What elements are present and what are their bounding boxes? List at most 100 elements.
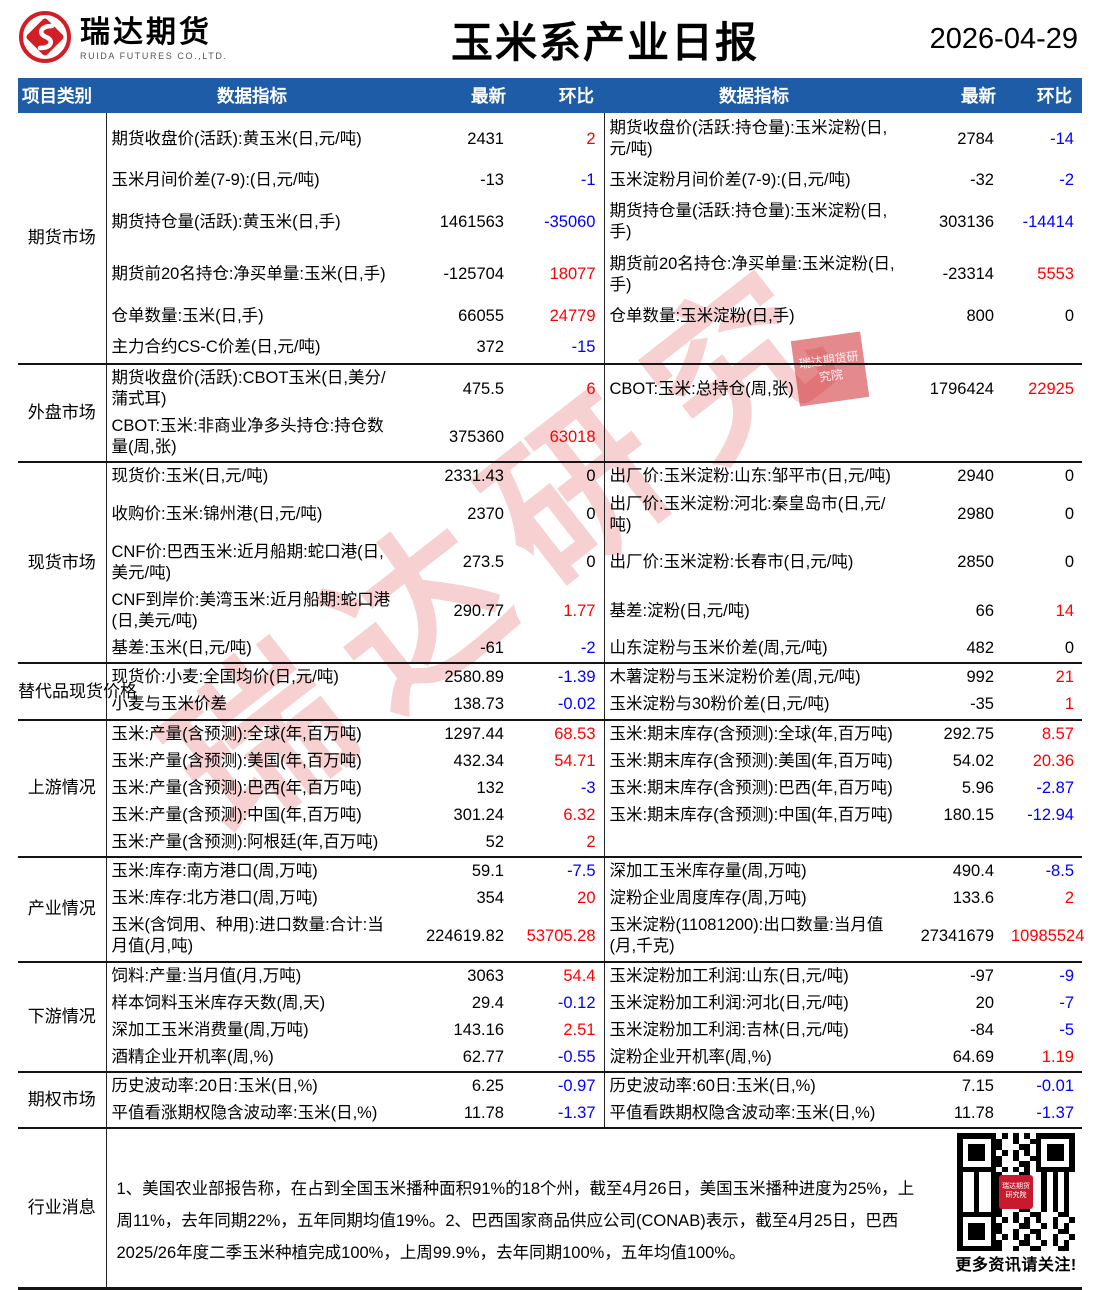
indicator-label: 平值看跌期权隐含波动率:玉米(日,%) <box>609 1104 876 1123</box>
indicator-label: 仓单数量:玉米淀粉(日,手) <box>609 306 795 325</box>
change-value: -14 <box>1050 129 1074 148</box>
change-value: 54.4 <box>516 961 605 990</box>
indicator-label: 基差:玉米(日,元/吨) <box>111 639 252 658</box>
change-value: 18077 <box>516 248 605 301</box>
indicator-label: 玉米:库存:南方港口(周,万吨) <box>111 862 318 881</box>
table-row: 期货市场 期货收盘价(活跃):黄玉米(日,元/吨) 2431 2 期货收盘价(活跃:持仓… <box>18 113 1082 364</box>
table-row: CNF价:巴西玉米:近月船期:蛇口港(日,美元/吨) 273.5 0 出厂价:玉米淀粉… <box>18 538 1082 587</box>
indicator-label: 基差:淀粉(日,元/吨) <box>609 601 750 620</box>
change-value: 6 <box>516 363 605 414</box>
latest-value: -32 <box>970 171 994 190</box>
industry-news-section: 行业消息 1、美国农业部报告称，在占到全国玉米播种面积91%的18个州，截至4月… <box>18 1128 1082 1289</box>
change-value: -14414 <box>1022 212 1074 231</box>
change-value: -2 <box>516 635 605 664</box>
change-value: 8.57 <box>1041 724 1074 743</box>
table-row: 期货前20名持仓:净买单量:玉米(日,手) -125704 18077 期货前20名持… <box>18 248 1082 301</box>
indicator-label: 玉米淀粉加工利润:河北(日,元/吨) <box>609 993 849 1012</box>
change-value: -2.87 <box>1036 778 1074 797</box>
table-row: 主力合约CS-C价差(日,元/吨) 372 -15 <box>18 331 1082 364</box>
latest-value: -23314 <box>942 265 994 284</box>
category-cell: 现货市场 <box>18 462 107 664</box>
latest-value: 303136 <box>938 212 994 231</box>
change-value: 10985524 <box>1011 926 1085 945</box>
change-value: -7 <box>1059 993 1074 1012</box>
table-row: 期货持仓量(活跃):黄玉米(日,手) 1461563 -35060 期货持仓量(活跃:… <box>18 196 1082 249</box>
indicator-label: CBOT:玉米:非商业净多头持仓:持仓数量(周,张) <box>111 417 384 457</box>
indicator-label: 期货持仓量(活跃):黄玉米(日,手) <box>111 212 341 231</box>
indicator-label: 玉米:期末库存(含预测):全球(年,百万吨) <box>609 724 893 743</box>
change-value: -8.5 <box>1045 862 1074 881</box>
table-row: 小麦与玉米价差 138.73 -0.02 玉米淀粉与30粉价差(日,元/吨) -35 1 <box>18 691 1082 720</box>
ruida-logo-icon <box>16 8 74 71</box>
indicator-label: 玉米:产量(含预测):阿根廷(年,百万吨) <box>111 832 379 851</box>
table-row: 替代品现货价格 现货价:小麦:全国均价(日,元/吨) 2580.89 -1.39 木薯淀… <box>18 663 1082 720</box>
table-row: 玉米:产量(含预测):中国(年,百万吨) 301.24 6.32 玉米:期末库存(含预… <box>18 801 1082 829</box>
category-cell: 外盘市场 <box>18 363 107 463</box>
change-value: 6.32 <box>516 801 605 829</box>
latest-value: -13 <box>480 171 504 190</box>
indicator-label: 历史波动率:20日:玉米(日,%) <box>111 1076 318 1095</box>
category-cell: 产业情况 <box>18 857 107 962</box>
latest-value: 3063 <box>467 966 504 985</box>
column-header: 最新 <box>398 78 516 113</box>
page-header: 瑞达期货 RUIDA FUTURES CO.,LTD. 玉米系产业日报 2026… <box>0 0 1100 78</box>
table-section: 下游情况 饲料:产量:当月值(月,万吨) 3063 54.4 玉米淀粉加工利润:山东(日… <box>18 961 1082 1072</box>
indicator-label: CNF到岸价:美湾玉米:近月船期:蛇口港(日,美元/吨) <box>111 590 391 631</box>
latest-value: 2784 <box>957 129 994 148</box>
latest-value: 138.73 <box>453 695 504 714</box>
indicator-label: 玉米淀粉(11081200):出口数量:当月值(月,千克) <box>609 916 884 956</box>
indicator-label: 现货价:小麦:全国均价(日,元/吨) <box>111 668 339 687</box>
indicator-label: 现货价:玉米(日,元/吨) <box>111 467 269 486</box>
company-logo: 瑞达期货 RUIDA FUTURES CO.,LTD. <box>16 8 316 71</box>
latest-value: 2370 <box>467 505 504 524</box>
change-value: -1 <box>516 165 605 197</box>
change-value: 5553 <box>1037 265 1074 284</box>
table-row: 平值看涨期权隐含波动率:玉米(日,%) 11.78 -1.37 平值看跌期权隐含波动率… <box>18 1100 1082 1129</box>
qr-block: 瑞达期货研究院 更多资讯请关注! <box>950 1133 1082 1276</box>
change-value: -1.37 <box>516 1100 605 1129</box>
latest-value: -35 <box>970 695 994 714</box>
company-name: 瑞达期货 <box>80 15 212 49</box>
latest-value: 1796424 <box>929 379 994 398</box>
latest-value: 2331.43 <box>444 467 504 486</box>
news-cell: 1、美国农业部报告称，在占到全国玉米播种面积91%的18个州，截至4月26日，美… <box>106 1128 1082 1289</box>
table-section: 期货市场 期货收盘价(活跃):黄玉米(日,元/吨) 2431 2 期货收盘价(活跃:持仓… <box>18 113 1082 364</box>
indicator-label: 玉米淀粉月间价差(7-9):(日,元/吨) <box>609 171 851 190</box>
indicator-label: CNF价:巴西玉米:近月船期:蛇口港(日,美元/吨) <box>111 542 384 582</box>
report-table: 项目类别 数据指标 最新 环比 数据指标 最新 环比 期货市场 期货收盘价(活跃):黄玉米(日… <box>18 78 1085 1290</box>
change-value: -1.39 <box>516 663 605 692</box>
latest-value: 992 <box>966 668 994 687</box>
indicator-label: 玉米:产量(含预测):美国(年,百万吨) <box>111 751 362 770</box>
indicator-label: 玉米:库存:北方港口(周,万吨) <box>111 889 318 908</box>
change-value <box>1006 413 1082 462</box>
change-value: 0 <box>1064 553 1074 572</box>
change-value: 0 <box>516 462 605 491</box>
change-value: -15 <box>516 331 605 364</box>
latest-value <box>904 332 1006 364</box>
change-value: 54.71 <box>516 747 605 775</box>
latest-value: 290.77 <box>453 601 504 620</box>
table-row: 期权市场 历史波动率:20日:玉米(日,%) 6.25 -0.97 历史波动率:60日:… <box>18 1071 1082 1129</box>
indicator-label: 淀粉企业周度库存(周,万吨) <box>609 889 807 908</box>
indicator-label <box>604 332 904 364</box>
table-section: 期权市场 历史波动率:20日:玉米(日,%) 6.25 -0.97 历史波动率:60日:… <box>18 1071 1082 1129</box>
change-value: -0.97 <box>516 1071 605 1101</box>
indicator-label: 玉米:产量(含预测):全球(年,百万吨) <box>111 724 362 743</box>
qr-center-stamp: 瑞达期货研究院 <box>999 1175 1033 1210</box>
category-cell: 替代品现货价格 <box>18 663 137 720</box>
news-text: 1、美国农业部报告称，在占到全国玉米播种面积91%的18个州，截至4月26日，美… <box>116 1179 915 1263</box>
change-value: 24779 <box>516 300 605 332</box>
change-value: 14 <box>1055 601 1074 620</box>
latest-value: 27341679 <box>920 926 994 945</box>
latest-value: 2431 <box>467 129 504 148</box>
indicator-label: 出厂价:玉米淀粉:河北:秦皇岛市(日,元/吨) <box>609 494 886 534</box>
indicator-label: 玉米月间价差(7-9):(日,元/吨) <box>111 171 320 190</box>
indicator-label: 期货收盘价(活跃):黄玉米(日,元/吨) <box>111 129 362 148</box>
table-section: 上游情况 玉米:产量(含预测):全球(年,百万吨) 1297.44 68.53 玉米:期… <box>18 719 1082 858</box>
indicator-label: 收购价:玉米:锦州港(日,元/吨) <box>111 505 323 524</box>
change-value: 21 <box>1055 668 1074 687</box>
indicator-label: 期货前20名持仓:净买单量:玉米(日,手) <box>111 265 386 284</box>
table-section: 外盘市场 期货收盘价(活跃):CBOT玉米(日,美分/蒲式耳) 475.5 6 CBOT… <box>18 363 1082 463</box>
latest-value: 372 <box>476 337 504 356</box>
change-value: 2 <box>516 828 605 858</box>
